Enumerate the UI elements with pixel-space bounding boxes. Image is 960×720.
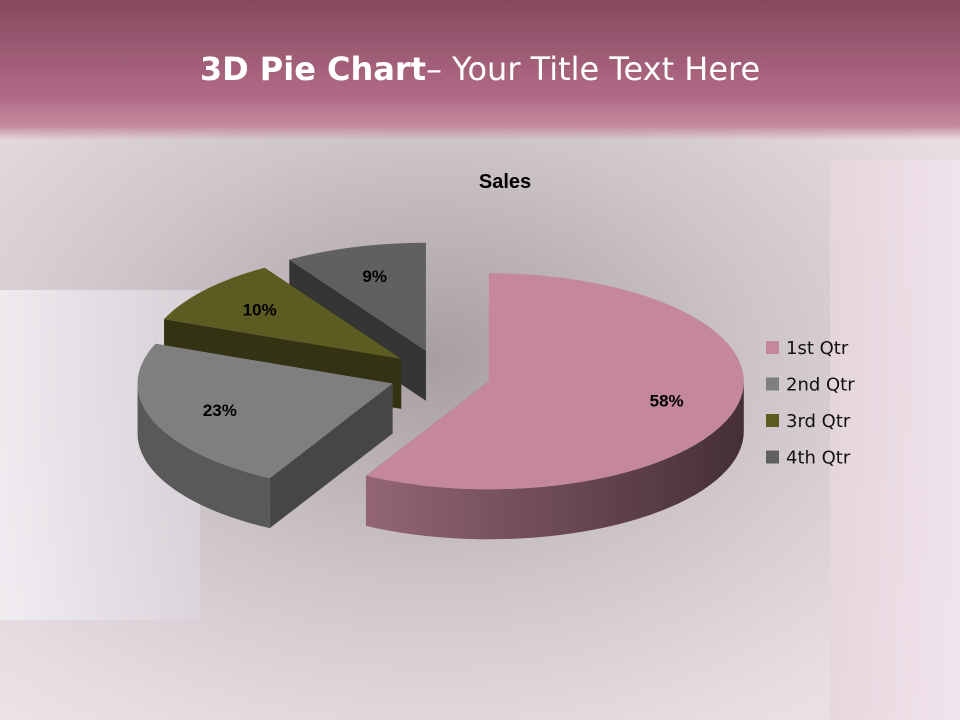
legend-swatch-1 [766, 341, 779, 354]
legend-swatch-4 [766, 450, 779, 464]
title-bold: 3D Pie Chart [199, 50, 426, 88]
slice-top [164, 267, 402, 359]
legend-label-1: 1st Qtr [786, 338, 849, 359]
slice-top [365, 273, 744, 490]
legend-label-4: 4th Qtr [786, 448, 851, 469]
pie-slice-1 [365, 273, 744, 540]
slide-title: 3D Pie Chart– Your Title Text Here [0, 50, 960, 88]
data-label-4: 9% [362, 267, 387, 286]
legend-swatch-2 [766, 377, 779, 391]
pie-slice-2 [137, 343, 393, 529]
slice-top [137, 343, 393, 479]
data-label-1: 58% [650, 392, 684, 411]
legend-label-3: 3rd Qtr [786, 411, 851, 432]
slice-side [137, 383, 270, 529]
data-label-3: 10% [243, 300, 277, 319]
slice-top [289, 242, 426, 351]
title-banner [0, 0, 960, 140]
title-rest: – Your Title Text Here [425, 50, 761, 88]
background-photo-right [830, 160, 960, 720]
slice-side [365, 381, 744, 540]
chart-title: Sales [479, 171, 531, 193]
legend-label-2: 2nd Qtr [786, 375, 855, 396]
data-label-2: 23% [203, 401, 237, 420]
legend-swatch-3 [766, 414, 779, 427]
